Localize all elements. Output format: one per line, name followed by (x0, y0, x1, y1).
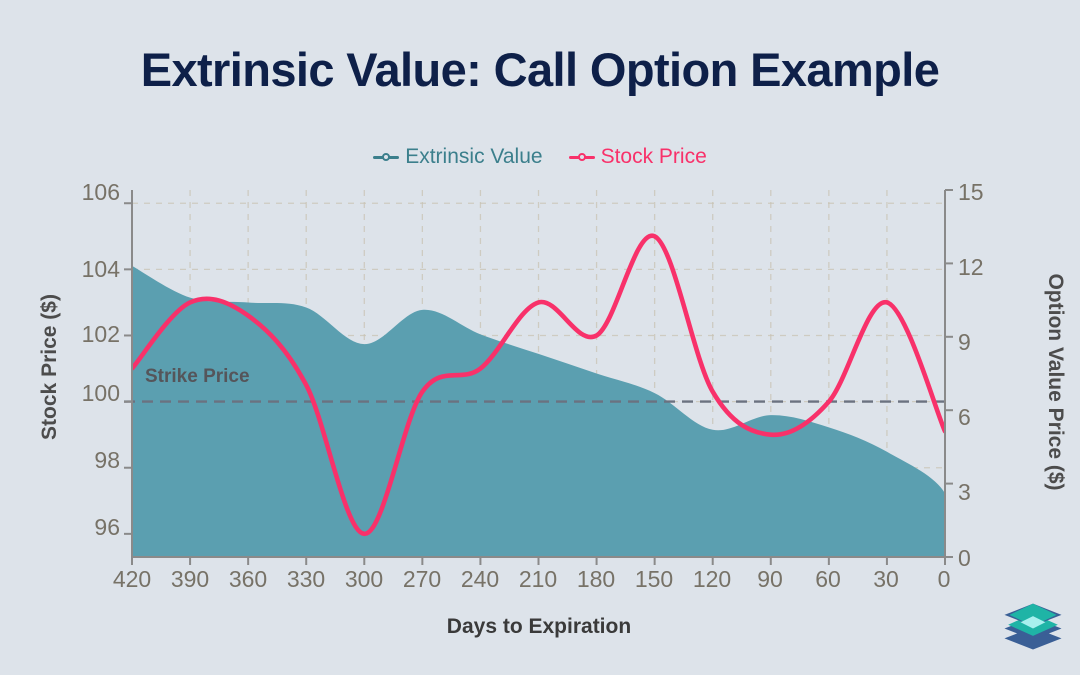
y-axis-left-tick-98: 98 (94, 447, 120, 473)
x-axis-tick-420: 420 (112, 566, 152, 592)
legend-item-stock-price[interactable]: Stock Price (568, 145, 707, 169)
extrinsic-value-area (132, 265, 945, 557)
x-axis-tick-240: 240 (460, 566, 500, 592)
y-axis-left-tick-106: 106 (81, 179, 120, 205)
chart-legend: Extrinsic Value Stock Price (0, 145, 1080, 169)
x-axis-tick-390: 390 (170, 566, 210, 592)
x-axis-tick-300: 300 (344, 566, 384, 592)
strike-price-label: Strike Price (145, 366, 250, 387)
x-axis-tick-60: 60 (815, 566, 841, 592)
y-axis-right-tick-6: 6 (958, 404, 971, 430)
y-axis-left-tick-104: 104 (81, 256, 120, 282)
x-axis-tick-30: 30 (873, 566, 899, 592)
y-axis-right-tick-9: 9 (958, 329, 971, 355)
y-axis-right-tick-12: 12 (958, 254, 984, 280)
y-axis-right-tick-0: 0 (958, 545, 971, 571)
x-axis-tick-150: 150 (634, 566, 674, 592)
stacked-diamond-logo (1004, 603, 1062, 650)
x-axis-tick-120: 120 (692, 566, 732, 592)
stock-price-line (132, 233, 945, 537)
legend-label-stock-price: Stock Price (600, 145, 707, 168)
x-axis-tick-180: 180 (576, 566, 616, 592)
y-axis-left-tick-102: 102 (81, 321, 120, 347)
legend-marker-stock-price-icon (568, 150, 595, 164)
y-axis-right-tick-15: 15 (958, 179, 984, 205)
y-axis-left-tick-96: 96 (94, 514, 120, 540)
x-axis-title: Days to Expiration (446, 615, 632, 638)
y-axis-left-tick-100: 100 (81, 380, 120, 406)
legend-marker-extrinsic-value-icon (373, 150, 400, 164)
x-axis-tick-210: 210 (518, 566, 558, 592)
chart-title: Extrinsic Value: Call Option Example (140, 43, 940, 96)
legend-label-extrinsic-value: Extrinsic Value (405, 145, 543, 168)
axis-spines-and-ticks (124, 189, 953, 565)
x-axis-tick-270: 270 (402, 566, 442, 592)
x-axis-tick-0: 0 (937, 566, 951, 592)
legend-item-extrinsic-value[interactable]: Extrinsic Value (373, 145, 543, 169)
x-axis-tick-330: 330 (286, 566, 326, 592)
x-axis-tick-90: 90 (757, 566, 783, 592)
y-axis-right-tick-3: 3 (958, 479, 971, 505)
x-axis-tick-360: 360 (228, 566, 268, 592)
